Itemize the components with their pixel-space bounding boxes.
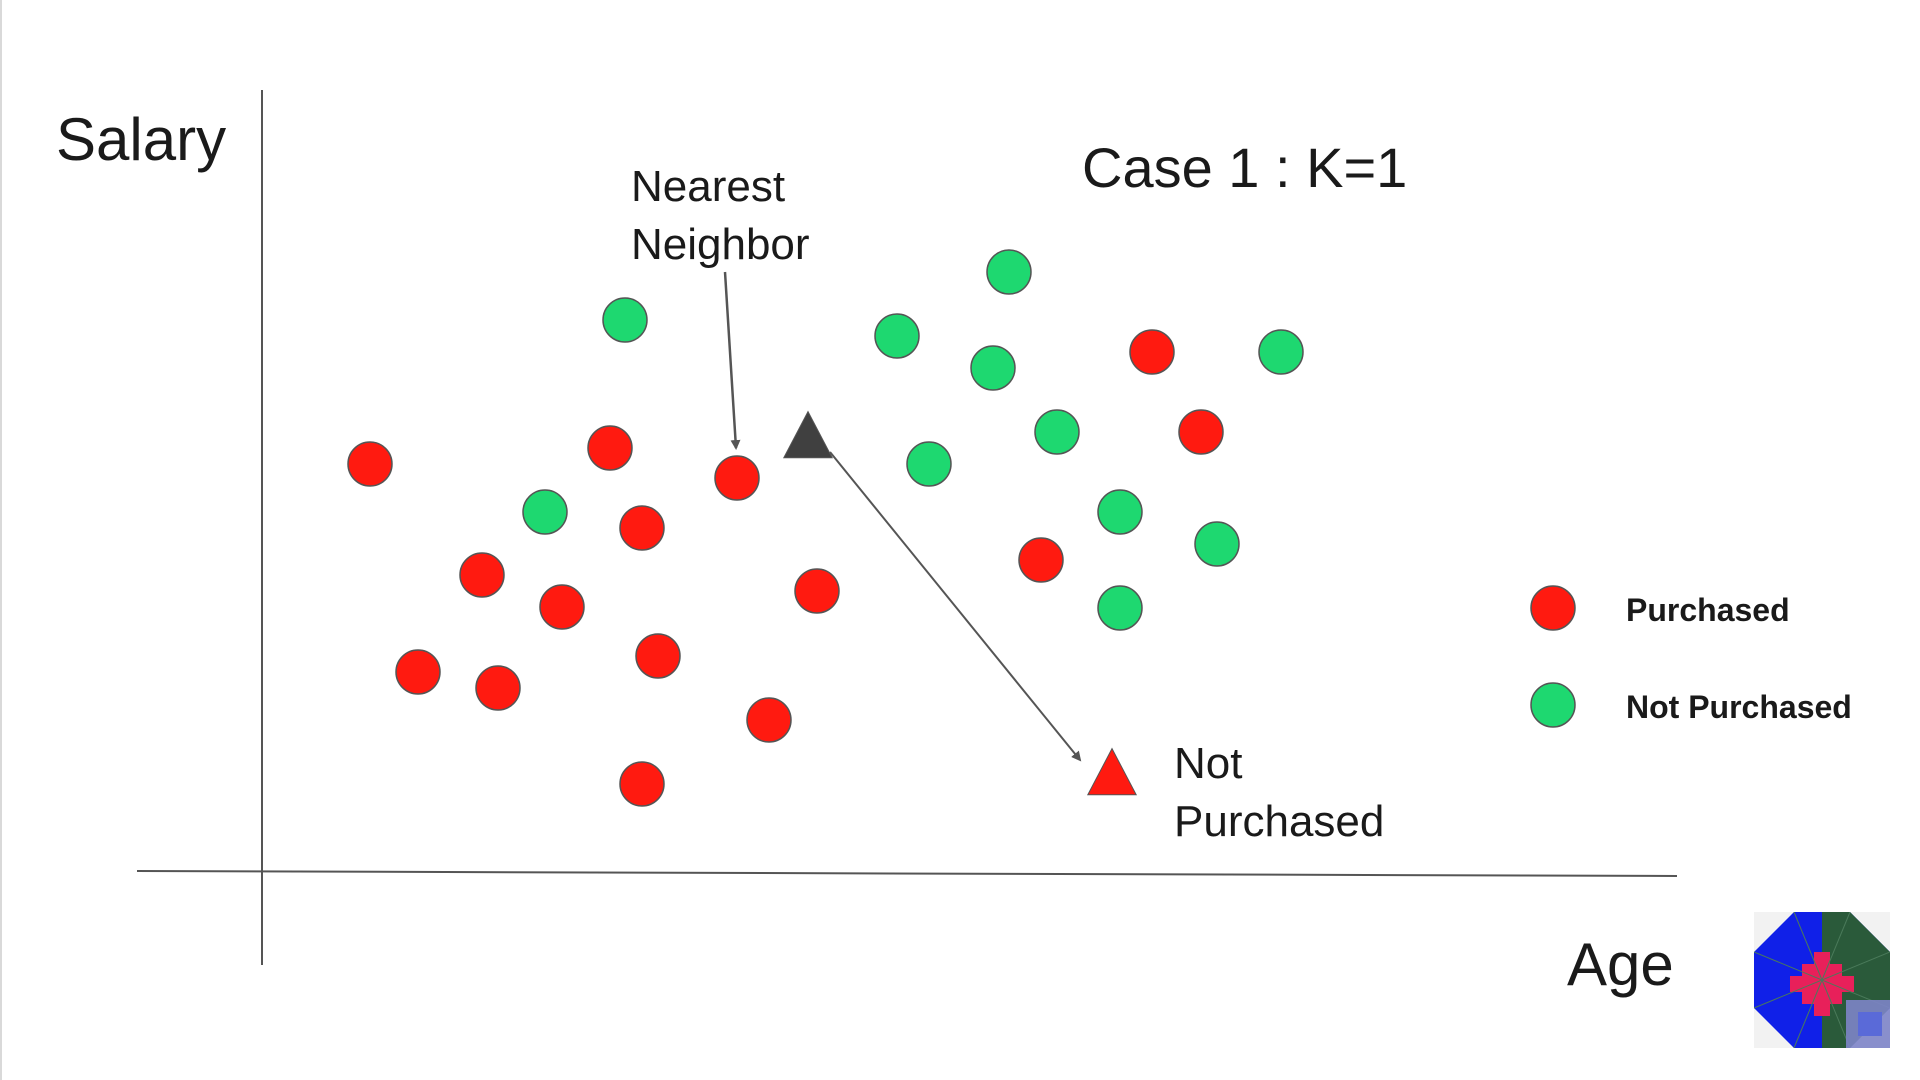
not-purchased-point	[1194, 521, 1240, 567]
y-axis-label: Salary	[56, 106, 227, 173]
purchased-point	[475, 665, 521, 711]
purchased-point	[714, 455, 760, 501]
legend	[1530, 585, 1576, 728]
purchased-point	[635, 633, 681, 679]
not-purchased-point	[602, 297, 648, 343]
not-purchased-point	[1097, 585, 1143, 631]
prediction-line-1: Not	[1174, 739, 1243, 788]
not-purchased-point	[1258, 329, 1304, 375]
x-axis-line	[136, 870, 1678, 877]
purchased-point	[746, 697, 792, 743]
legend-marker-not-purchased	[1530, 682, 1576, 728]
not-purchased-point	[906, 441, 952, 487]
purchased-point	[347, 441, 393, 487]
purchased-point	[1018, 537, 1064, 583]
points-layer	[347, 249, 1304, 807]
channel-logo	[1754, 912, 1890, 1048]
diagram-title: Case 1 : K=1	[1082, 136, 1408, 199]
not-purchased-point	[970, 345, 1016, 391]
nearest-neighbor-annotation: Nearest Neighbor	[631, 158, 810, 274]
legend-marker-purchased	[1530, 585, 1576, 631]
prediction-arrow	[829, 451, 1082, 762]
not-purchased-point	[1034, 409, 1080, 455]
prediction-line-2: Purchased	[1174, 797, 1385, 846]
not-purchased-point	[1097, 489, 1143, 535]
predicted-point-triangle	[1086, 747, 1138, 796]
purchased-point	[539, 584, 585, 630]
purchased-point	[794, 568, 840, 614]
purchased-point	[459, 552, 505, 598]
purchased-point	[619, 761, 665, 807]
legend-label-not-purchased: Not Purchased	[1626, 689, 1852, 725]
not-purchased-point	[986, 249, 1032, 295]
purchased-point	[1129, 329, 1175, 375]
legend-label-purchased: Purchased	[1626, 592, 1790, 628]
not-purchased-point	[874, 313, 920, 359]
prediction-annotation: Not Purchased	[1174, 735, 1384, 851]
nearest-neighbor-arrow	[723, 271, 741, 450]
query-point-triangle	[782, 410, 834, 459]
purchased-point	[1178, 409, 1224, 455]
nearest-neighbor-line-2: Neighbor	[631, 220, 810, 269]
not-purchased-point	[522, 489, 568, 535]
nearest-neighbor-line-1: Nearest	[631, 162, 786, 211]
purchased-point	[587, 425, 633, 471]
purchased-point	[619, 505, 665, 551]
purchased-point	[395, 649, 441, 695]
x-axis-label: Age	[1567, 931, 1674, 998]
